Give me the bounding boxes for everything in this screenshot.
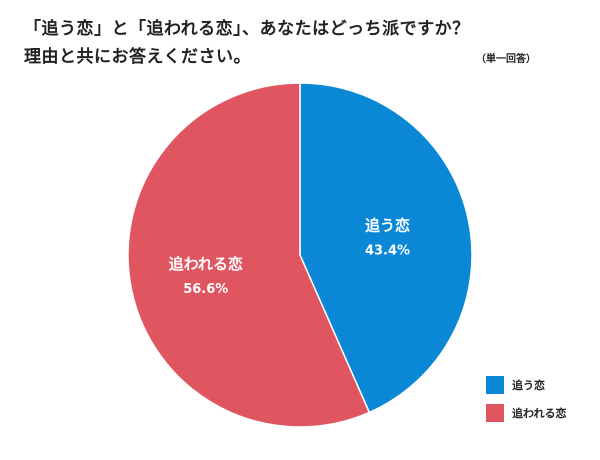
pie-slice-chase [299, 82, 473, 414]
chart-title-line-2: 理由と共にお答えください。 [24, 47, 251, 67]
slice-label-chase: 追う恋 [365, 217, 410, 235]
legend-label-chased: 追われる恋 [512, 407, 567, 420]
legend-swatch-chase [486, 376, 504, 394]
slice-value-chased: 56.6% [183, 282, 228, 297]
slice-value-chase: 43.4% [365, 244, 410, 259]
legend-swatch-chased [486, 404, 504, 422]
legend-label-chase: 追う恋 [512, 379, 545, 392]
answer-type-note: （単一回答） [476, 54, 536, 65]
slice-label-chased: 追われる恋 [169, 255, 243, 273]
legend: 追う恋 追われる恋 [486, 376, 566, 432]
legend-item-chased: 追われる恋 [486, 404, 566, 422]
pie-slice-chased [127, 82, 371, 428]
legend-item-chase: 追う恋 [486, 376, 566, 394]
chart-title-line-1: 「追う恋」と「追われる恋」、あなたはどっち派ですか？ [24, 19, 470, 39]
